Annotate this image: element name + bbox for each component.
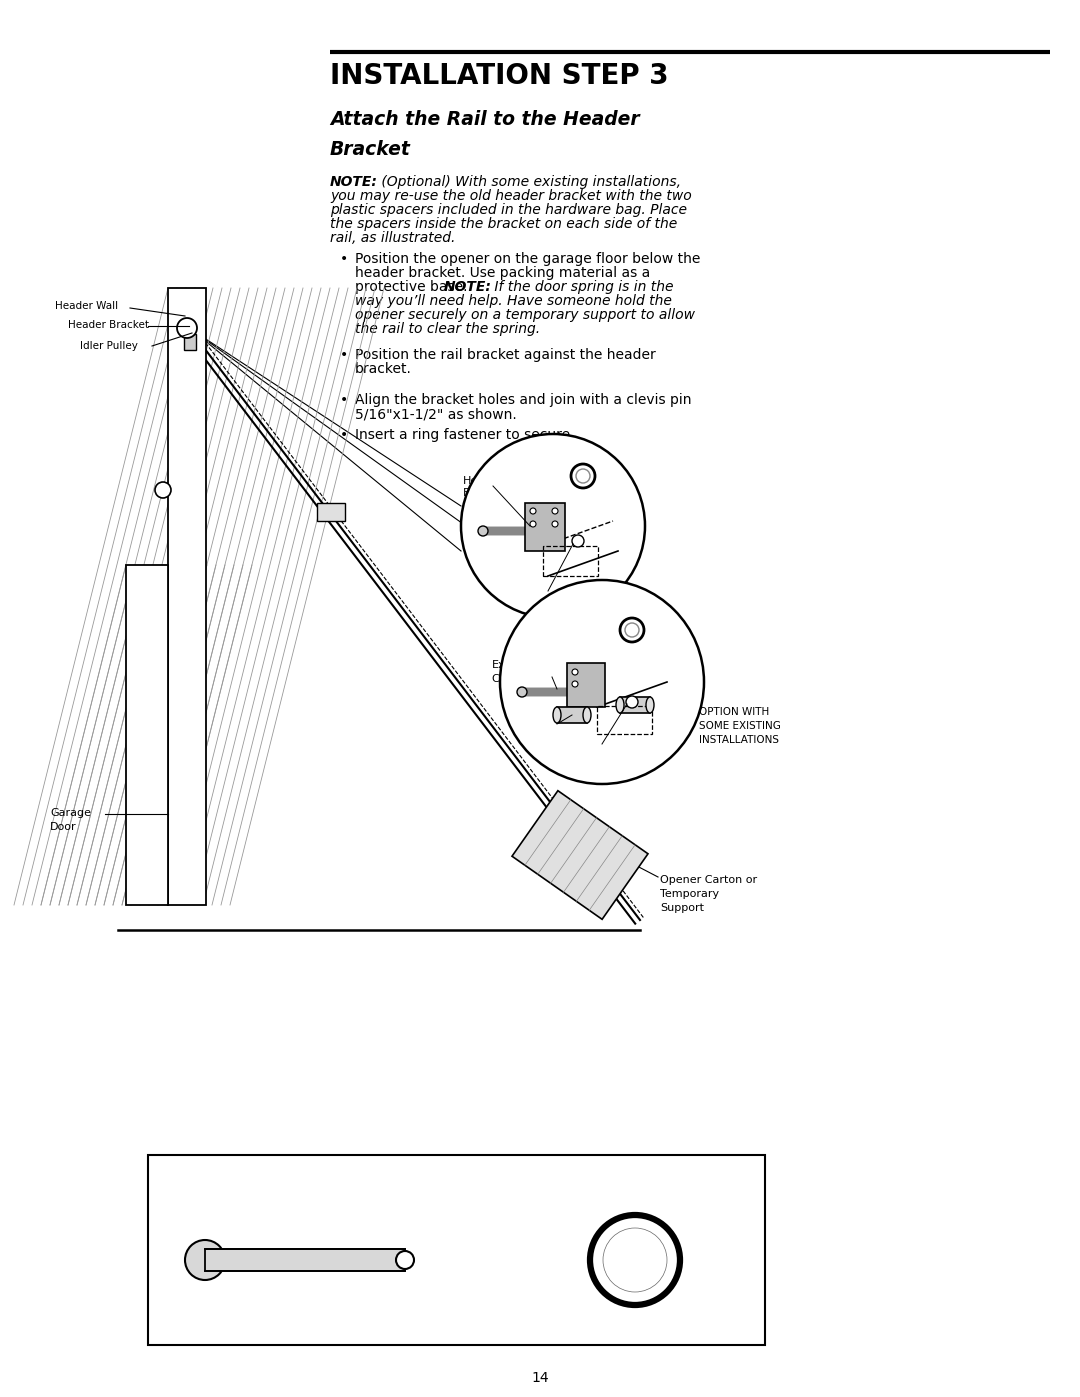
Bar: [543, 546, 598, 576]
Circle shape: [572, 535, 584, 548]
Circle shape: [552, 509, 558, 514]
Text: 5/16"x1-1/2" as shown.: 5/16"x1-1/2" as shown.: [355, 407, 516, 420]
Text: rail, as illustrated.: rail, as illustrated.: [330, 231, 456, 244]
Bar: [567, 664, 605, 707]
Polygon shape: [512, 791, 648, 919]
Text: Clevis Pin: Clevis Pin: [492, 673, 545, 685]
Circle shape: [572, 680, 578, 687]
Text: •: •: [340, 348, 348, 362]
Circle shape: [517, 687, 527, 697]
Circle shape: [478, 527, 488, 536]
Text: INSTALLATIONS: INSTALLATIONS: [699, 735, 779, 745]
Text: Temporary: Temporary: [660, 888, 719, 900]
Circle shape: [572, 669, 578, 675]
Bar: [525, 503, 565, 550]
Circle shape: [461, 434, 645, 617]
Bar: [205, 1249, 405, 1271]
Text: you may re-use the old header bracket with the two: you may re-use the old header bracket wi…: [330, 189, 692, 203]
Text: Insert a ring fastener to secure.: Insert a ring fastener to secure.: [355, 427, 575, 441]
Text: protective base.: protective base.: [355, 279, 472, 293]
Text: 14: 14: [531, 1370, 549, 1384]
Text: Align the bracket holes and join with a clevis pin: Align the bracket holes and join with a …: [355, 393, 691, 407]
Circle shape: [500, 580, 704, 784]
Circle shape: [177, 319, 197, 338]
Circle shape: [552, 521, 558, 527]
Text: HARDWARE SHOWN ACTUAL SIZE: HARDWARE SHOWN ACTUAL SIZE: [326, 1178, 588, 1192]
Ellipse shape: [646, 697, 654, 712]
Text: Idler Pulley: Idler Pulley: [80, 341, 138, 351]
Circle shape: [185, 1241, 225, 1280]
Text: Header
Bracket: Header Bracket: [463, 476, 505, 499]
Circle shape: [576, 469, 590, 483]
Bar: [148, 1155, 765, 1345]
Text: Door: Door: [50, 821, 77, 833]
Ellipse shape: [583, 707, 591, 724]
Text: Hole: Hole: [582, 754, 607, 764]
Text: Hole: Hole: [523, 605, 549, 615]
Text: OPTION WITH: OPTION WITH: [699, 707, 769, 717]
Circle shape: [590, 1215, 680, 1305]
Text: way you’ll need help. Have someone hold the: way you’ll need help. Have someone hold …: [355, 293, 672, 307]
Circle shape: [571, 464, 595, 488]
Bar: [126, 564, 168, 905]
Text: the spacers inside the bracket on each side of the: the spacers inside the bracket on each s…: [330, 217, 677, 231]
Circle shape: [626, 696, 638, 708]
Text: Existing: Existing: [492, 659, 537, 671]
Text: Attach the Rail to the Header: Attach the Rail to the Header: [330, 110, 639, 129]
Text: •: •: [340, 251, 348, 265]
Text: Mounting: Mounting: [523, 591, 576, 601]
Text: Spacer: Spacer: [532, 719, 570, 729]
Ellipse shape: [553, 707, 561, 724]
Text: plastic spacers included in the hardware bag. Place: plastic spacers included in the hardware…: [330, 203, 687, 217]
Text: bracket.: bracket.: [355, 362, 411, 376]
Text: the rail to clear the spring.: the rail to clear the spring.: [355, 321, 540, 337]
Bar: [184, 334, 195, 351]
Text: Support: Support: [660, 902, 704, 914]
Bar: [168, 288, 206, 905]
Text: INSTALLATION STEP 3: INSTALLATION STEP 3: [330, 61, 669, 89]
Circle shape: [603, 1228, 667, 1292]
Text: Opener Carton or: Opener Carton or: [660, 875, 757, 886]
Text: opener securely on a temporary support to allow: opener securely on a temporary support t…: [355, 307, 696, 321]
Text: Header Bracket: Header Bracket: [546, 617, 634, 629]
Text: SOME EXISTING: SOME EXISTING: [699, 721, 781, 731]
Text: NOTE:: NOTE:: [444, 279, 491, 293]
Text: Garage: Garage: [50, 807, 91, 819]
Circle shape: [530, 521, 536, 527]
Bar: [620, 697, 650, 712]
Text: Existing: Existing: [546, 604, 591, 615]
Text: (Optional) With some existing installations,: (Optional) With some existing installati…: [377, 175, 681, 189]
Circle shape: [396, 1250, 414, 1268]
Text: header bracket. Use packing material as a: header bracket. Use packing material as …: [355, 265, 650, 279]
Text: •: •: [340, 427, 348, 441]
Text: •: •: [340, 393, 348, 407]
Text: Bracket: Bracket: [330, 140, 410, 159]
Text: Mounting: Mounting: [582, 740, 634, 750]
Text: Header Wall: Header Wall: [55, 300, 118, 312]
Bar: [557, 707, 588, 724]
Text: Position the opener on the garage floor below the: Position the opener on the garage floor …: [355, 251, 700, 265]
Circle shape: [625, 623, 639, 637]
Bar: [597, 705, 652, 733]
Ellipse shape: [616, 697, 624, 712]
Text: NOTE:: NOTE:: [330, 175, 378, 189]
Circle shape: [530, 509, 536, 514]
Circle shape: [620, 617, 644, 643]
Text: Clevis Pin 5/16"x1-1/2": Clevis Pin 5/16"x1-1/2": [241, 1289, 369, 1301]
Text: Header Bracket: Header Bracket: [68, 320, 149, 330]
Circle shape: [156, 482, 171, 497]
Bar: [316, 503, 345, 521]
Text: If the door spring is in the: If the door spring is in the: [490, 279, 674, 293]
Text: Position the rail bracket against the header: Position the rail bracket against the he…: [355, 348, 656, 362]
Text: Ring Fastener: Ring Fastener: [597, 1320, 673, 1330]
